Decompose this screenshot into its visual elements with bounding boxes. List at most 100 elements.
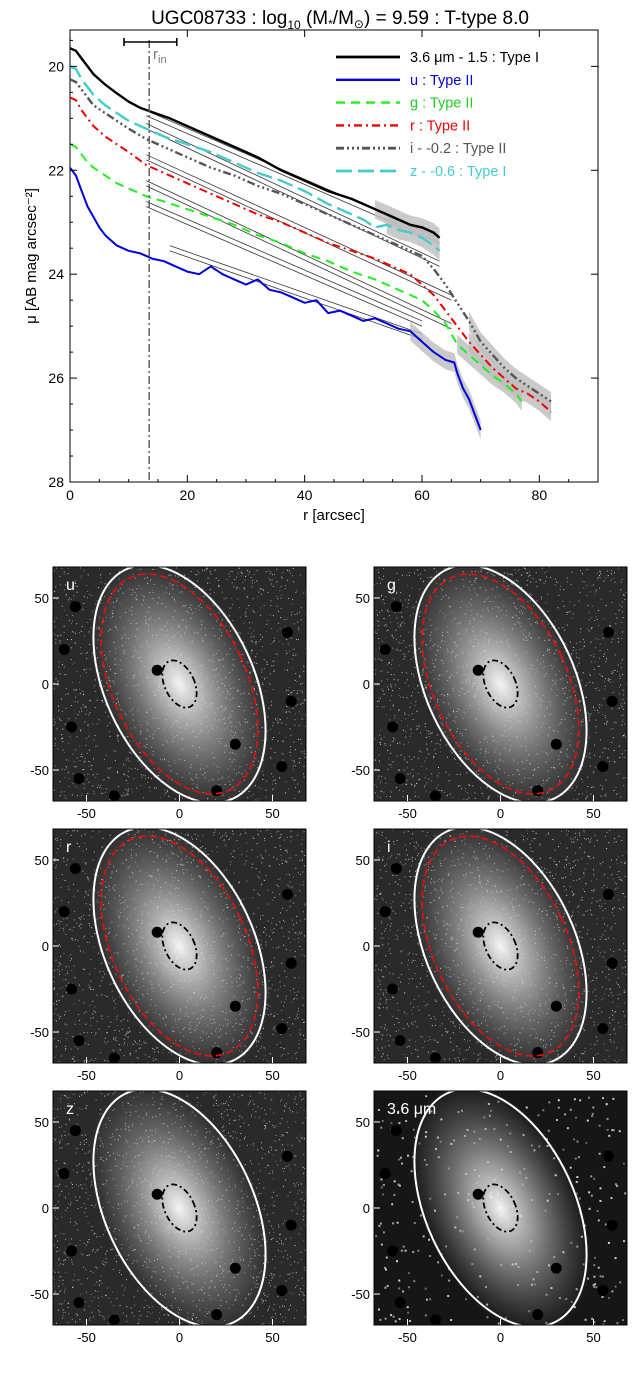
- noise-pixel: [54, 910, 56, 912]
- noise-pixel: [64, 974, 66, 976]
- noise-pixel: [622, 708, 624, 710]
- noise-pixel: [91, 765, 93, 767]
- noise-pixel: [143, 1041, 145, 1043]
- noise-pixel: [292, 988, 294, 990]
- noise-pixel: [57, 705, 59, 707]
- noise-pixel: [57, 635, 59, 637]
- y-tick-label: 26: [48, 370, 64, 386]
- noise-pixel: [87, 773, 89, 775]
- noise-pixel: [425, 729, 427, 731]
- noise-pixel: [398, 770, 400, 772]
- noise-pixel: [595, 766, 597, 768]
- noise-pixel: [591, 787, 593, 789]
- panel-x-tick-label: 50: [586, 806, 600, 821]
- noise-pixel: [176, 1061, 178, 1063]
- noise-pixel: [85, 744, 87, 746]
- noise-pixel: [400, 612, 402, 614]
- noise-pixel: [253, 913, 255, 915]
- noise-pixel: [129, 1031, 131, 1033]
- noise-pixel: [210, 573, 212, 575]
- noise-pixel: [299, 1029, 301, 1031]
- noise-pixel: [255, 641, 257, 643]
- noise-pixel: [79, 1024, 81, 1026]
- masked-star: [151, 926, 163, 938]
- noise-pixel: [301, 860, 303, 862]
- noise-pixel: [70, 647, 72, 649]
- noise-pixel: [81, 753, 83, 755]
- noise-pixel: [88, 749, 90, 751]
- noise-pixel: [288, 788, 290, 790]
- noise-pixel: [571, 571, 573, 573]
- noise-pixel: [66, 614, 68, 616]
- noise-pixel: [414, 688, 416, 690]
- noise-pixel: [277, 718, 279, 720]
- noise-pixel: [393, 637, 395, 639]
- noise-pixel: [284, 860, 286, 862]
- noise-pixel: [304, 918, 306, 920]
- noise-pixel: [297, 934, 299, 936]
- noise-pixel: [610, 569, 612, 571]
- noise-pixel: [76, 585, 78, 587]
- noise-pixel: [273, 637, 275, 639]
- noise-pixel: [116, 1040, 118, 1042]
- noise-pixel: [292, 999, 294, 1001]
- noise-pixel: [296, 1013, 298, 1015]
- noise-pixel: [390, 791, 392, 793]
- noise-pixel: [92, 1013, 94, 1015]
- noise-pixel: [404, 655, 406, 657]
- noise-pixel: [104, 791, 106, 793]
- noise-pixel: [535, 572, 537, 574]
- noise-pixel: [386, 609, 388, 611]
- noise-pixel: [582, 638, 584, 640]
- noise-pixel: [116, 735, 118, 737]
- noise-pixel: [87, 574, 89, 576]
- noise-pixel: [140, 785, 142, 787]
- noise-pixel: [280, 849, 282, 851]
- noise-pixel: [251, 649, 253, 651]
- noise-pixel: [617, 707, 619, 709]
- noise-pixel: [388, 764, 390, 766]
- noise-pixel: [383, 617, 385, 619]
- noise-pixel: [298, 762, 300, 764]
- noise-pixel: [303, 753, 305, 755]
- noise-pixel: [82, 756, 84, 758]
- noise-pixel: [381, 610, 383, 612]
- noise-pixel: [265, 941, 267, 943]
- noise-pixel: [263, 1047, 265, 1049]
- noise-pixel: [56, 852, 58, 854]
- noise-pixel: [95, 1032, 97, 1034]
- noise-pixel: [294, 765, 296, 767]
- masked-star: [285, 957, 297, 969]
- noise-pixel: [406, 606, 408, 608]
- noise-pixel: [252, 641, 254, 643]
- noise-pixel: [607, 570, 609, 572]
- noise-pixel: [279, 641, 281, 643]
- noise-pixel: [273, 787, 275, 789]
- noise-pixel: [65, 864, 67, 866]
- noise-pixel: [253, 611, 255, 613]
- noise-pixel: [378, 700, 380, 702]
- noise-pixel: [288, 570, 290, 572]
- noise-pixel: [91, 936, 93, 938]
- noise-pixel: [90, 927, 92, 929]
- noise-pixel: [558, 594, 560, 596]
- noise-pixel: [147, 1061, 149, 1063]
- noise-pixel: [129, 1030, 131, 1032]
- noise-pixel: [273, 671, 275, 673]
- noise-pixel: [408, 650, 410, 652]
- noise-pixel: [418, 726, 420, 728]
- noise-pixel: [378, 760, 380, 762]
- noise-pixel: [54, 621, 56, 623]
- noise-pixel: [383, 567, 385, 569]
- noise-pixel: [566, 577, 568, 579]
- noise-pixel: [67, 830, 69, 832]
- noise-pixel: [417, 772, 419, 774]
- noise-pixel: [154, 1058, 156, 1060]
- noise-pixel: [124, 1042, 126, 1044]
- masked-star: [606, 695, 618, 707]
- noise-pixel: [87, 621, 89, 623]
- noise-pixel: [303, 865, 305, 867]
- noise-pixel: [84, 833, 86, 835]
- noise-pixel: [523, 567, 525, 569]
- noise-pixel: [603, 747, 605, 749]
